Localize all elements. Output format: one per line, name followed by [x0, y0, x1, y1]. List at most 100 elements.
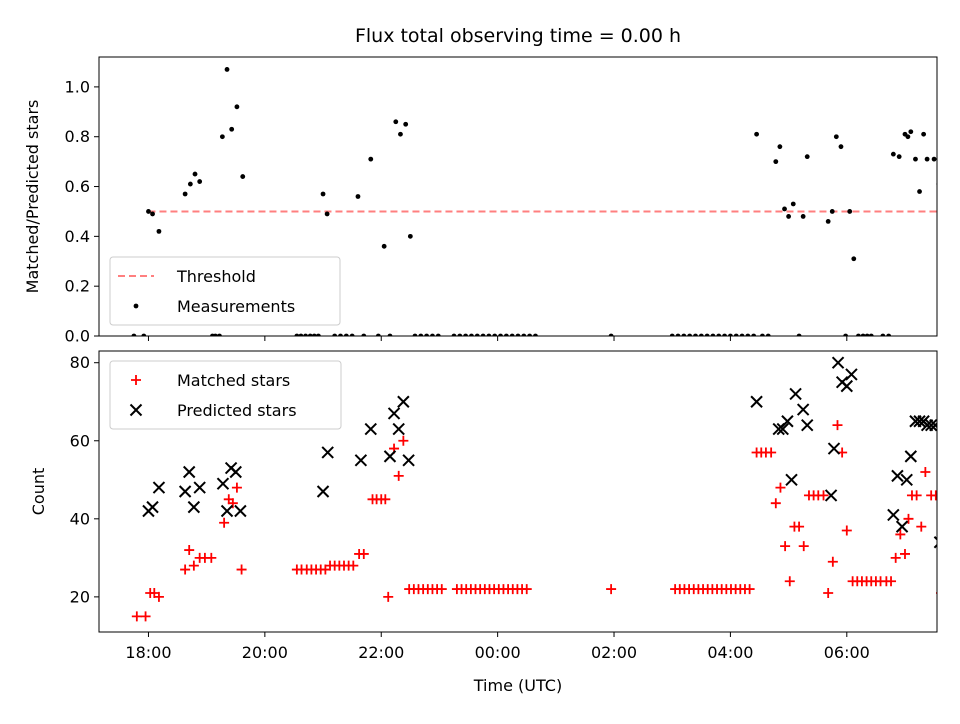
data-point [845, 368, 858, 381]
data-point [905, 134, 911, 140]
legend-label: Threshold [176, 267, 256, 286]
data-point [606, 584, 617, 595]
data-point [457, 333, 463, 336]
data-point [387, 333, 393, 336]
data-point [229, 126, 235, 132]
data-point [407, 233, 413, 239]
data-point [733, 333, 739, 336]
data-point [316, 485, 330, 498]
data-point [364, 422, 377, 436]
data-point [780, 541, 791, 552]
data-point [375, 333, 381, 336]
data-point [751, 333, 757, 336]
data-point [311, 333, 317, 336]
data-point [361, 333, 367, 336]
data-point [515, 333, 521, 336]
data-point [710, 333, 716, 336]
data-point [486, 333, 492, 336]
data-point [818, 490, 829, 501]
data-point [716, 333, 722, 336]
data-point [832, 420, 843, 431]
data-point [469, 333, 474, 336]
data-point [324, 211, 330, 217]
data-point [383, 450, 397, 463]
data-point [880, 333, 886, 336]
data-point [412, 333, 418, 336]
data-point [825, 219, 831, 224]
y-tick-label: 0.6 [65, 177, 90, 196]
count-panel: 20 40 60 80 18:00 20:00 22:00 00:00 02:00 04:00 06… [29, 350, 955, 662]
data-point [675, 333, 681, 336]
data-point [150, 211, 155, 217]
data-point [770, 498, 781, 509]
data-point [722, 333, 727, 336]
data-point [860, 333, 866, 336]
y-tick-label: 60 [70, 431, 90, 450]
plot-area [131, 356, 955, 622]
data-point [942, 222, 947, 227]
data-point [152, 481, 166, 494]
data-point [840, 379, 854, 393]
data-point [776, 422, 789, 436]
data-point [681, 333, 687, 336]
data-point [349, 333, 355, 336]
data-point [785, 473, 798, 486]
data-point [841, 525, 852, 536]
data-point [192, 171, 198, 177]
data-point [131, 611, 142, 622]
data-point [796, 333, 802, 336]
x-tick-label: 02:00 [591, 643, 637, 662]
data-point [939, 443, 950, 454]
data-point [521, 333, 527, 336]
legend: Threshold Measurements [109, 256, 341, 326]
data-point [608, 333, 614, 336]
data-point [945, 572, 955, 582]
y-tick-label: 1.0 [65, 77, 90, 96]
data-point [492, 333, 498, 336]
data-point [911, 490, 922, 501]
data-point [140, 611, 151, 622]
data-point [920, 466, 931, 477]
data-point [358, 548, 369, 559]
data-point [435, 333, 441, 336]
data-point [187, 181, 193, 187]
data-point [463, 333, 469, 336]
x-tick-label: 22:00 [358, 643, 404, 662]
data-point [503, 333, 509, 336]
data-point [833, 134, 839, 140]
data-point [354, 454, 368, 467]
legend-marker [129, 403, 143, 417]
legend: Matched stars Predicted stars [109, 360, 342, 430]
data-point [533, 333, 538, 336]
data-point [398, 435, 409, 446]
data-point [704, 333, 710, 336]
data-point [338, 333, 343, 336]
plot-frame [98, 56, 938, 337]
data-point [387, 407, 401, 420]
data-point [193, 481, 206, 494]
data-point [899, 548, 910, 559]
data-point [669, 333, 675, 336]
data-point [921, 131, 927, 137]
data-point [790, 201, 796, 207]
data-point [303, 333, 308, 336]
data-point [182, 191, 188, 197]
data-point [234, 104, 240, 110]
data-point [182, 465, 196, 479]
y-tick-label: 0.8 [65, 127, 90, 146]
data-point [929, 418, 937, 432]
data-point [773, 159, 779, 165]
ratio-panel: 0.0 0.2 0.4 0.6 0.8 1.0 Matched/Predicted star… [23, 56, 954, 346]
data-point [368, 156, 374, 162]
series-0 [131, 420, 955, 622]
data-point [831, 356, 845, 369]
data-point [784, 576, 795, 587]
data-point [745, 333, 751, 336]
data-point [887, 508, 900, 522]
x-tick-label: 04:00 [707, 643, 753, 662]
data-point [298, 333, 304, 336]
data-point [908, 129, 914, 135]
data-point [949, 164, 954, 169]
legend-box [109, 360, 342, 430]
y-axis-label: Count [29, 468, 48, 516]
